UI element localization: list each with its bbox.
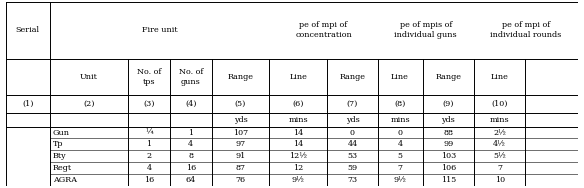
Text: 107: 107: [233, 129, 248, 136]
Text: 64: 64: [186, 176, 196, 184]
Text: Range: Range: [435, 73, 461, 81]
Text: Line: Line: [290, 73, 307, 81]
Text: 76: 76: [235, 176, 246, 184]
Text: 53: 53: [347, 152, 357, 160]
Text: Range: Range: [228, 73, 253, 81]
Text: Unit: Unit: [80, 73, 98, 81]
Text: 103: 103: [441, 152, 456, 160]
Text: 14: 14: [293, 140, 304, 148]
Text: Line: Line: [391, 73, 409, 81]
Text: (5): (5): [235, 100, 246, 108]
Text: 0: 0: [350, 129, 355, 136]
Text: 87: 87: [235, 164, 245, 172]
Text: (3): (3): [143, 100, 155, 108]
Text: mins: mins: [490, 116, 509, 124]
Text: pe of mpi of
concentration: pe of mpi of concentration: [295, 21, 352, 39]
Text: Fire unit: Fire unit: [142, 26, 178, 34]
Text: No. of
guns: No. of guns: [179, 68, 203, 86]
Text: Gun: Gun: [53, 129, 69, 136]
Text: pe of mpis of
individual guns: pe of mpis of individual guns: [394, 21, 457, 39]
Text: (10): (10): [492, 100, 508, 108]
Text: mins: mins: [288, 116, 308, 124]
Text: (8): (8): [394, 100, 406, 108]
Text: yds: yds: [346, 116, 359, 124]
Text: 0: 0: [398, 129, 402, 136]
Text: 2½: 2½: [493, 129, 506, 136]
Text: 4½: 4½: [493, 140, 506, 148]
Text: (9): (9): [443, 100, 454, 108]
Text: 1: 1: [188, 129, 193, 136]
Text: 97: 97: [235, 140, 246, 148]
Text: 2: 2: [147, 152, 151, 160]
Text: 10: 10: [495, 176, 505, 184]
Text: 44: 44: [347, 140, 357, 148]
Text: 9½: 9½: [292, 176, 305, 184]
Text: 12½: 12½: [290, 152, 307, 160]
Text: yds: yds: [442, 116, 455, 124]
Text: mins: mins: [390, 116, 410, 124]
Text: 5: 5: [398, 152, 402, 160]
Text: (2): (2): [83, 100, 95, 108]
Text: 106: 106: [441, 164, 456, 172]
Text: 91: 91: [235, 152, 246, 160]
Text: 4: 4: [147, 164, 151, 172]
Text: Serial: Serial: [16, 26, 40, 34]
Text: (6): (6): [293, 100, 304, 108]
Text: 115: 115: [441, 176, 456, 184]
Text: AGRA: AGRA: [53, 176, 77, 184]
Text: pe of mpi of
individual rounds: pe of mpi of individual rounds: [491, 21, 562, 39]
Text: 12: 12: [293, 164, 304, 172]
Text: Tp: Tp: [53, 140, 63, 148]
Text: 14: 14: [293, 129, 304, 136]
Text: (4): (4): [185, 100, 196, 108]
Text: 4: 4: [398, 140, 402, 148]
Text: 1: 1: [147, 140, 151, 148]
Text: yds: yds: [234, 116, 248, 124]
Text: 16: 16: [186, 164, 196, 172]
Text: 8: 8: [188, 152, 193, 160]
Text: (7): (7): [347, 100, 358, 108]
Text: (1): (1): [22, 100, 33, 108]
Text: Range: Range: [339, 73, 366, 81]
Text: 88: 88: [443, 129, 453, 136]
Text: Bty: Bty: [53, 152, 67, 160]
Text: 7: 7: [398, 164, 402, 172]
Text: 9½: 9½: [394, 176, 406, 184]
Text: 59: 59: [347, 164, 357, 172]
Text: 4: 4: [188, 140, 193, 148]
Text: Regt: Regt: [53, 164, 72, 172]
Text: 16: 16: [144, 176, 154, 184]
Text: 7: 7: [497, 164, 502, 172]
Text: Line: Line: [491, 73, 509, 81]
Text: 99: 99: [443, 140, 453, 148]
Text: No. of
tps: No. of tps: [137, 68, 161, 86]
Text: ¼: ¼: [145, 129, 153, 136]
Text: 73: 73: [347, 176, 357, 184]
Text: 5½: 5½: [493, 152, 506, 160]
